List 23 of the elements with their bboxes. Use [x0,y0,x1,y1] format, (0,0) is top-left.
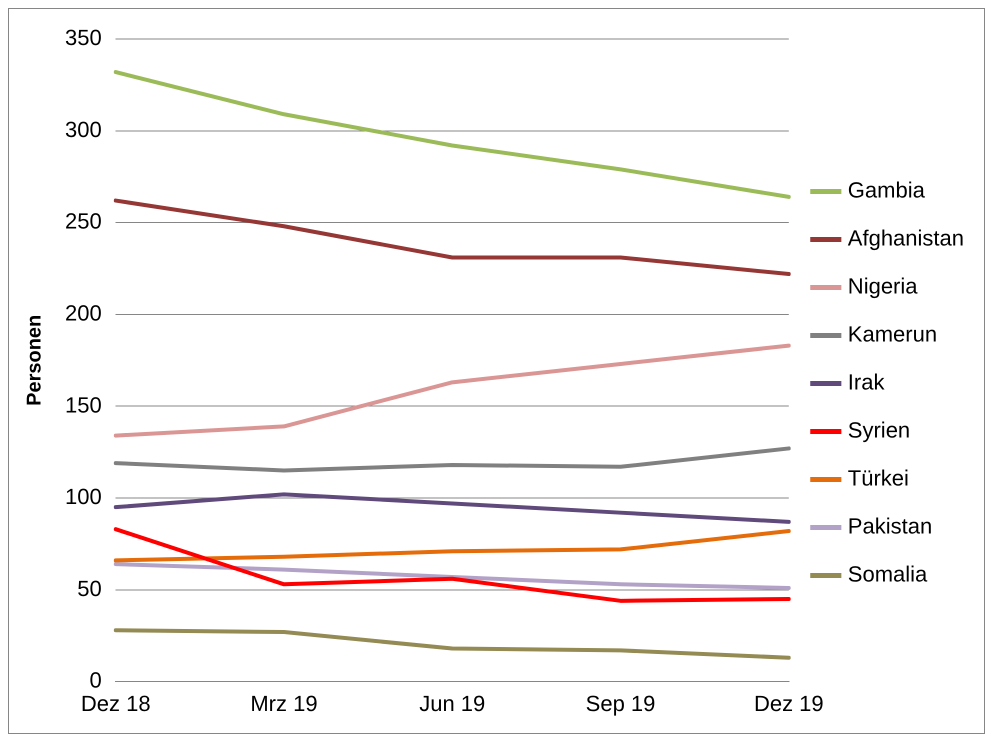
y-tick-label: 150 [64,392,102,418]
y-tick-label: 100 [64,484,102,510]
y-tick-label: 350 [64,25,102,50]
x-tick-label: Jun 19 [419,690,486,716]
legend-label: Somalia [848,562,928,587]
x-tick-label: Sep 19 [586,690,656,716]
x-tick-label: Dez 19 [754,690,824,716]
y-tick-label: 50 [77,576,102,601]
legend-label: Nigeria [848,274,918,299]
legend-label: Pakistan [848,514,932,539]
legend-label: Afghanistan [848,226,964,251]
x-tick-label: Mrz 19 [250,690,318,716]
legend-label: Türkei [848,466,909,491]
y-axis-title: Personen [24,314,46,406]
y-tick-label: 200 [64,300,102,326]
legend-label: Gambia [848,178,926,203]
y-tick-label: 300 [64,116,102,142]
legend-label: Kamerun [848,322,938,347]
y-tick-label: 0 [89,668,102,693]
legend-label: Syrien [848,418,910,443]
legend-label: Irak [848,370,886,395]
y-tick-label: 250 [64,208,102,234]
x-tick-label: Dez 18 [80,690,151,716]
